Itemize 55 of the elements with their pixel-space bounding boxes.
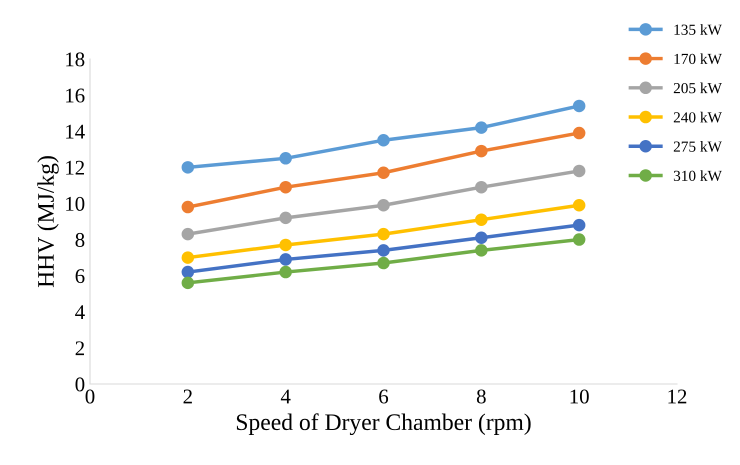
y-tick-label: 0 (76, 377, 84, 392)
point (572, 233, 586, 246)
point (475, 121, 488, 134)
point (182, 228, 194, 240)
point (377, 199, 390, 212)
point (572, 199, 586, 212)
x-tick-label: 8 (476, 389, 486, 404)
point (572, 164, 586, 178)
point (182, 200, 194, 214)
x-tick-label: 0 (86, 389, 94, 404)
point (377, 228, 390, 240)
point (182, 276, 194, 290)
point (377, 134, 390, 146)
point (475, 232, 488, 244)
legend-label: 240 kW (674, 112, 722, 123)
legend-label: 310 kW (674, 170, 722, 182)
point (279, 238, 292, 252)
point (182, 266, 194, 278)
y-tick-label: 18 (66, 52, 84, 66)
x-tick-label: 12 (668, 390, 686, 404)
point (279, 253, 292, 266)
point (279, 266, 292, 278)
x-tick-label: 4 (280, 390, 291, 404)
point (279, 152, 292, 165)
point (377, 256, 390, 270)
y-tick-label: 14 (66, 124, 85, 138)
point (182, 161, 194, 174)
y-tick-label: 6 (76, 269, 85, 284)
point (475, 244, 488, 257)
y-axis-title: HHV (MJ/kg) (37, 156, 59, 288)
y-tick-label: 2 (76, 341, 84, 356)
legend-label: 205 kW (674, 82, 722, 94)
point (279, 212, 292, 224)
point (475, 213, 488, 226)
x-tick-label: 6 (379, 390, 388, 404)
point (475, 180, 488, 194)
x-tick-label: 10 (570, 389, 589, 404)
x-tick-label: 2 (184, 390, 192, 404)
point (182, 251, 194, 264)
point (279, 180, 292, 194)
point (572, 218, 586, 232)
x-axis-title: Speed of Dryer Chamber (rpm) (236, 413, 531, 436)
y-tick-label: 10 (66, 196, 84, 211)
y-tick-label: 12 (66, 160, 84, 175)
point (377, 244, 390, 257)
legend-label: 135 kW (674, 24, 722, 35)
point (475, 144, 488, 158)
y-tick-label: 8 (76, 232, 84, 247)
legend-label: 170 kW (674, 53, 722, 64)
legend-label: 275 kW (674, 140, 722, 152)
y-tick-label: 16 (66, 88, 85, 103)
point (572, 126, 586, 140)
point (377, 166, 390, 179)
y-tick-label: 4 (75, 305, 85, 320)
point (572, 100, 586, 112)
